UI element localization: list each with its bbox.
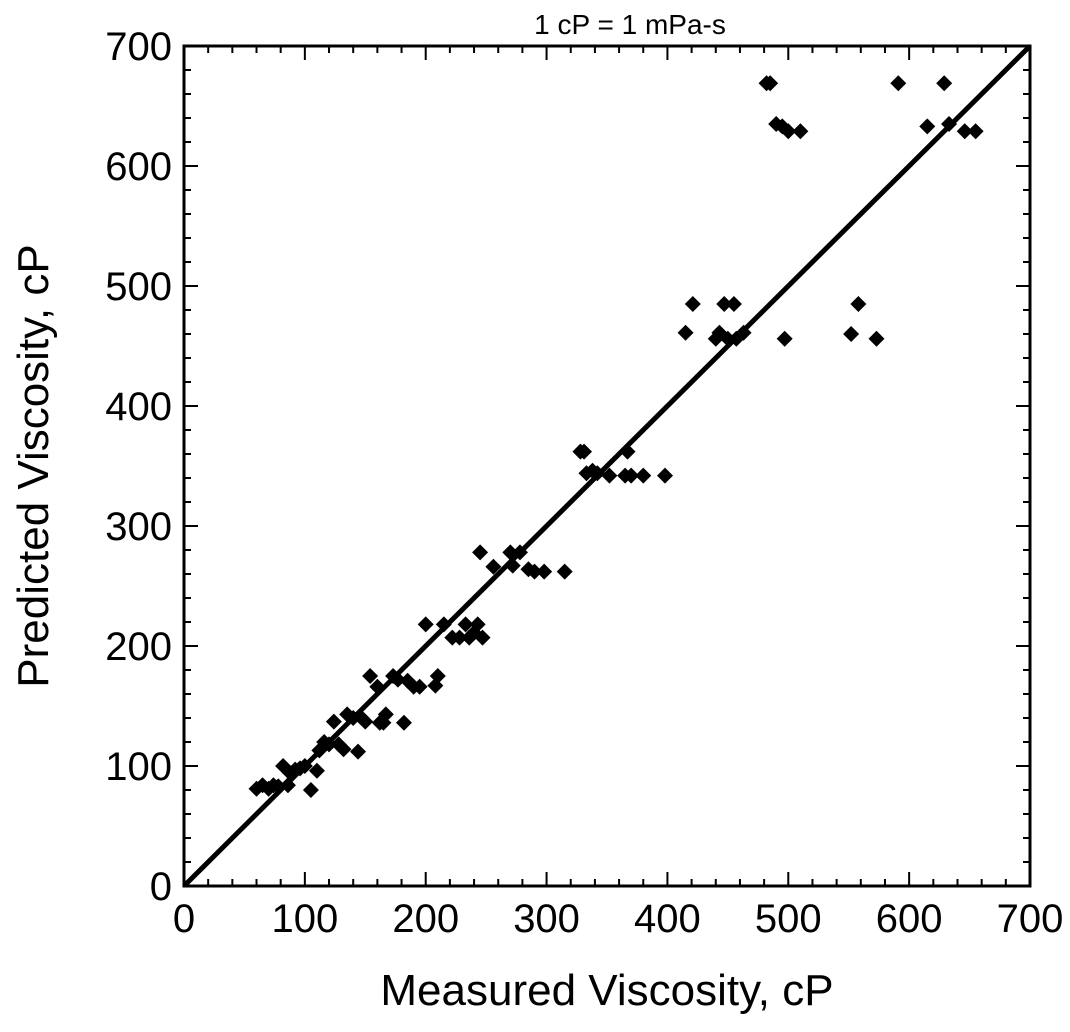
data-point bbox=[270, 778, 287, 795]
data-point bbox=[556, 563, 573, 580]
data-point bbox=[369, 678, 386, 695]
data-point bbox=[850, 296, 867, 312]
y-tick-label: 300 bbox=[105, 505, 172, 549]
y-tick-label: 100 bbox=[105, 745, 172, 789]
data-point bbox=[279, 777, 296, 794]
data-point bbox=[936, 75, 953, 92]
data-point bbox=[472, 544, 489, 561]
data-point bbox=[502, 544, 519, 561]
data-point bbox=[335, 741, 352, 758]
data-point bbox=[451, 629, 468, 646]
data-point bbox=[435, 616, 452, 633]
data-point bbox=[536, 563, 553, 580]
data-point bbox=[321, 736, 338, 753]
data-point bbox=[345, 710, 362, 726]
data-point bbox=[377, 706, 394, 723]
data-point bbox=[956, 123, 973, 140]
x-tick-label: 500 bbox=[755, 897, 822, 941]
y-axis-title: Predicted Viscosity, cP bbox=[9, 244, 58, 687]
data-point bbox=[429, 668, 446, 684]
x-tick-label: 600 bbox=[876, 897, 943, 941]
data-point bbox=[576, 443, 593, 460]
data-point bbox=[457, 616, 474, 633]
unit-annotation: 1 cP = 1 mPa-s bbox=[534, 9, 726, 40]
data-point bbox=[657, 467, 674, 484]
identity-reference-line bbox=[182, 44, 1032, 888]
data-point bbox=[469, 616, 486, 633]
x-axis-title: Measured Viscosity, cP bbox=[380, 966, 833, 1015]
x-tick-label: 700 bbox=[997, 897, 1064, 941]
data-point bbox=[623, 467, 640, 484]
data-point bbox=[296, 758, 313, 774]
data-point bbox=[967, 123, 984, 140]
data-point bbox=[474, 629, 491, 646]
y-tick-label: 0 bbox=[150, 865, 172, 909]
data-point bbox=[395, 714, 412, 731]
data-point bbox=[526, 563, 543, 580]
data-point bbox=[417, 616, 434, 633]
data-point bbox=[325, 713, 342, 730]
y-tick-label: 700 bbox=[105, 25, 172, 69]
data-point bbox=[780, 123, 797, 140]
data-point bbox=[511, 544, 528, 561]
y-tick-label: 600 bbox=[105, 145, 172, 189]
data-point bbox=[919, 118, 936, 135]
data-point bbox=[735, 324, 752, 341]
data-point bbox=[504, 557, 521, 574]
data-point bbox=[411, 678, 428, 695]
data-points bbox=[248, 75, 984, 798]
y-tick-label: 500 bbox=[105, 265, 172, 309]
data-point bbox=[601, 467, 618, 484]
data-point bbox=[890, 75, 907, 92]
data-point bbox=[719, 330, 736, 347]
data-point bbox=[941, 116, 958, 132]
y-tick-label: 400 bbox=[105, 385, 172, 429]
data-point bbox=[619, 443, 636, 460]
data-point bbox=[725, 296, 742, 312]
data-point bbox=[677, 324, 694, 341]
axis-ticks bbox=[183, 45, 1031, 887]
plot-frame bbox=[182, 44, 1032, 888]
data-point bbox=[485, 558, 502, 575]
x-tick-label: 300 bbox=[513, 897, 580, 941]
data-point bbox=[357, 713, 374, 730]
data-point bbox=[362, 668, 379, 684]
data-point bbox=[762, 75, 779, 92]
data-point bbox=[843, 326, 860, 342]
data-point bbox=[350, 743, 367, 760]
data-point bbox=[589, 465, 606, 482]
x-tick-label: 200 bbox=[392, 897, 459, 941]
data-point bbox=[684, 296, 701, 312]
data-point bbox=[635, 467, 652, 484]
data-point bbox=[302, 782, 319, 798]
data-point bbox=[792, 123, 809, 140]
x-tick-label: 400 bbox=[634, 897, 701, 941]
x-tick-label: 100 bbox=[271, 897, 338, 941]
x-tick-label: 0 bbox=[173, 897, 195, 941]
data-point bbox=[308, 762, 325, 779]
data-point bbox=[868, 330, 885, 347]
data-point bbox=[776, 330, 793, 347]
data-point bbox=[389, 671, 406, 688]
axis-tick-labels: 0 100 200 300 400 500 600 700 0 100 200 300 400 500 60… bbox=[105, 25, 1063, 941]
data-point bbox=[716, 296, 733, 312]
y-tick-label: 200 bbox=[105, 625, 172, 669]
